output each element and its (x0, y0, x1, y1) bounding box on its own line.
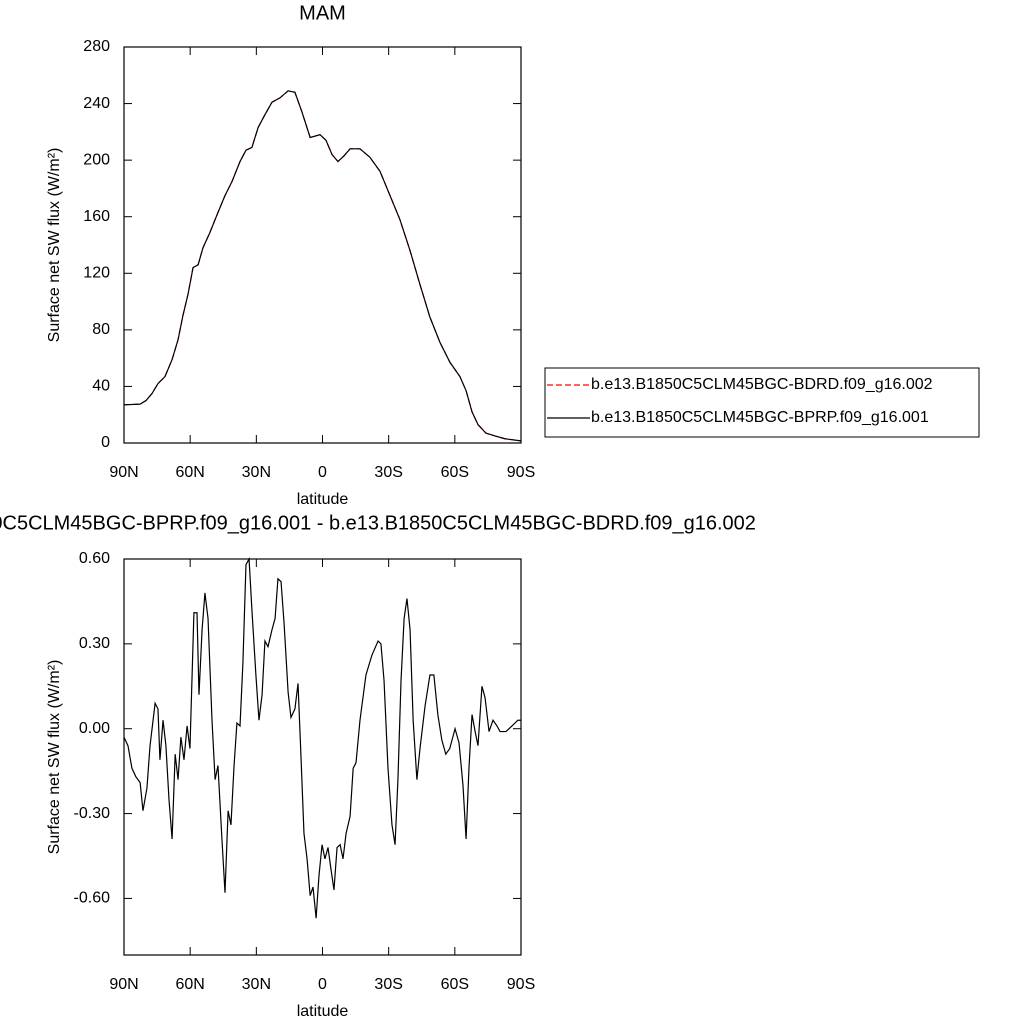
y-tick-label: 240 (83, 95, 110, 112)
x-tick-label: 90N (109, 976, 138, 993)
plot-frame (123, 558, 522, 956)
data-line (123, 90, 522, 442)
x-tick-label: 60S (441, 464, 469, 481)
y-tick-label: 200 (83, 151, 110, 168)
y-tick-label: 0.00 (79, 720, 110, 737)
y-tick-label: 40 (92, 378, 110, 395)
x-tick-label: 60N (175, 464, 204, 481)
x-tick-label: 0 (318, 464, 327, 481)
x-tick-label: 90S (507, 976, 535, 993)
x-tick-label: 30S (374, 464, 402, 481)
x-tick-label: 60S (441, 976, 469, 993)
x-tick-label: 90N (109, 464, 138, 481)
legend-box (544, 367, 980, 438)
x-tick-label: 30N (242, 464, 271, 481)
x-axis-label: latitude (297, 491, 349, 508)
y-tick-label: -0.60 (74, 890, 111, 907)
y-tick-label: 0.30 (79, 635, 110, 652)
y-tick-label: 120 (83, 265, 110, 282)
chart-title: b.e13.B1850C5CLM45BGC-BPRP.f09_g16.001 -… (0, 512, 756, 534)
x-tick-label: 30S (374, 976, 402, 993)
x-tick-label: 0 (318, 976, 327, 993)
data-line (123, 90, 522, 442)
x-tick-label: 30N (242, 976, 271, 993)
y-tick-label: 0.60 (79, 550, 110, 567)
chart-title: MAM (299, 2, 346, 24)
y-tick-label: 280 (83, 38, 110, 55)
legend-label: b.e13.B1850C5CLM45BGC-BDRD.f09_g16.002 (591, 376, 933, 393)
data-line (123, 556, 521, 919)
y-axis-label: Surface net SW flux (W/m²) (46, 148, 63, 343)
y-tick-label: -0.30 (74, 805, 111, 822)
legend-label: b.e13.B1850C5CLM45BGC-BPRP.f09_g16.001 (591, 409, 929, 426)
y-tick-label: 80 (92, 321, 110, 338)
y-tick-label: 160 (83, 208, 110, 225)
x-tick-label: 90S (507, 464, 535, 481)
y-axis-label: Surface net SW flux (W/m²) (46, 660, 63, 855)
y-tick-label: 0 (101, 434, 110, 451)
x-tick-label: 60N (175, 976, 204, 993)
plot-frame (123, 46, 522, 444)
x-axis-label: latitude (297, 1003, 349, 1020)
